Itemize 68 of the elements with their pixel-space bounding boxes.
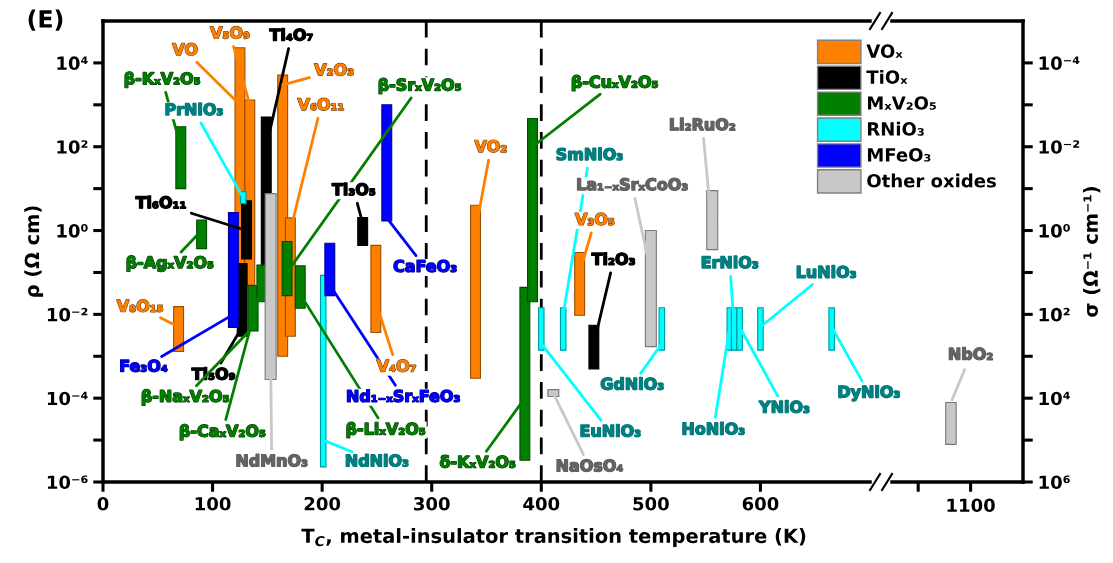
annotation: DyNiO₃: [838, 385, 900, 401]
annotation: YNiO₃: [758, 400, 810, 413]
legend-label: MFeO₃: [867, 148, 931, 162]
annotation: Fe₃O₄: [120, 359, 168, 372]
annotation: Ti₄O₇: [269, 28, 313, 41]
y-tick-label: 10⁰: [1039, 224, 1070, 238]
y-tick-label: 10⁶: [1039, 475, 1070, 490]
x-tick-label: 0: [97, 496, 109, 511]
annotation: PrNiO₃: [165, 102, 223, 116]
annotation: Ti₆O₁₁: [135, 195, 186, 209]
annotation: SmNiO₃: [556, 147, 623, 161]
annotation: VO: [172, 43, 198, 56]
annotation: NaOsO₄: [557, 459, 623, 472]
annotation: CaFeO₃: [393, 259, 457, 273]
annotation: NbO₂: [949, 347, 993, 360]
annotation: Ti₂O₃: [591, 252, 635, 265]
legend-label: RNiO₃: [867, 121, 924, 136]
annotation: β-CaₓV₂O₅: [180, 424, 266, 440]
annotation: β-LiₓV₂O₅: [346, 422, 425, 438]
y-tick-label: 10²: [1039, 307, 1070, 322]
annotation: β-CuₓV₂O₅: [572, 75, 658, 91]
y-tick-label: 10⁻²: [47, 307, 88, 322]
annotation: La₁₋ₓSrₓCoO₃: [577, 178, 688, 191]
y-tick-label: 10⁴: [57, 56, 88, 71]
legend-label: Other oxides: [867, 173, 996, 188]
annotation: V₄O₇: [376, 359, 416, 372]
y-tick-label: 10⁻⁴: [1039, 56, 1080, 71]
y-tick-label: 10²: [57, 140, 88, 154]
annotation: HoNiO₃: [682, 422, 745, 435]
annotation: V₈O₁₅: [116, 299, 163, 312]
annotation: EuNiO₃: [580, 424, 641, 437]
x-axis-title: T$_{C}$, metal-insulator transition temperature (K): [301, 528, 806, 547]
annotation: NdNiO₃: [346, 454, 409, 467]
x-tick-label: 400: [523, 496, 560, 511]
y-axis-title: ρ (Ω cm): [24, 206, 44, 297]
y-tick-label: 10⁰: [57, 224, 88, 238]
annotation: Nd₁₋ₓSrₓFeO₃: [347, 389, 460, 402]
annotation: β-SrₓV₂O₅: [379, 78, 461, 94]
annotation: δ-KₓV₂O₅: [440, 455, 516, 468]
annotation: V₅O₉: [210, 26, 250, 39]
annotation: Ti₃O₅: [332, 183, 376, 196]
annotation: VO₂: [474, 140, 507, 153]
annotation: β-NaₓV₂O₅: [142, 389, 229, 406]
x-tick-label: 500: [633, 496, 669, 511]
annotation: Li₂RuO₂: [670, 118, 735, 131]
x-tick-label: 100: [195, 496, 231, 511]
annotation: LuNiO₃: [797, 265, 856, 278]
annotation: ErNiO₃: [702, 255, 758, 269]
annotation: β-AgₓV₂O₅: [126, 255, 214, 272]
legend-label: TiOₓ: [866, 69, 908, 84]
x-tick-label: 600: [742, 496, 779, 511]
x-tick-label: 200: [304, 496, 341, 511]
chart-title: (E): [28, 9, 63, 31]
y-tick-label: 10⁻⁶: [47, 475, 88, 490]
y-tick-label: 10⁴: [1039, 391, 1070, 406]
annotation: β-KₓV₂O₅: [125, 71, 200, 88]
y-tick-label: 10⁻⁴: [47, 391, 88, 406]
x-tick-label: 300: [414, 496, 450, 511]
annotation: V₆O₁₁: [297, 98, 344, 111]
annotation: NdMnO₃: [236, 454, 308, 467]
legend-label: VOₓ: [866, 44, 903, 59]
legend-label: MₓV₂O₅: [867, 96, 936, 110]
annotation: V₂O₃: [314, 63, 354, 76]
y-tick-label: 10⁻²: [1039, 140, 1080, 154]
annotation: GdNiO₃: [601, 377, 664, 390]
text: 1100: [947, 498, 995, 513]
annotation: V₃O₅: [575, 213, 615, 226]
y-axis-title: σ (Ω⁻¹ cm⁻¹): [1082, 187, 1101, 317]
